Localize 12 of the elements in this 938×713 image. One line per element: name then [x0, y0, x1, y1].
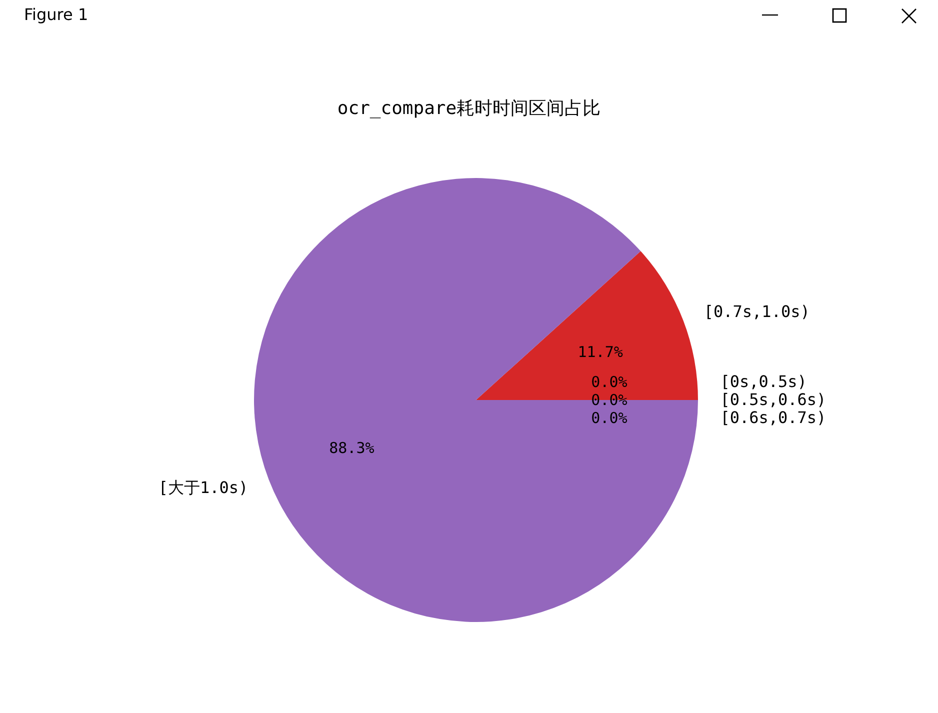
- data-label: 11.7%: [578, 343, 623, 362]
- data-label: 88.3%: [329, 438, 374, 457]
- chart-title: ocr_compare耗时时间区间占比: [337, 98, 601, 119]
- pie-slice: [254, 178, 698, 622]
- text: 0.0%: [591, 373, 628, 391]
- category-label: [0.6s,0.7s): [720, 408, 826, 427]
- slice-label: [0.7s,1.0s): [704, 302, 810, 322]
- slice-label: [大于1.0s): [158, 478, 248, 497]
- category-label: [0s,0.5s): [720, 372, 807, 391]
- category-label: [0.5s,0.6s): [720, 390, 826, 409]
- caption: Figure 1: [24, 5, 88, 24]
- text: 0.0%: [591, 409, 628, 427]
